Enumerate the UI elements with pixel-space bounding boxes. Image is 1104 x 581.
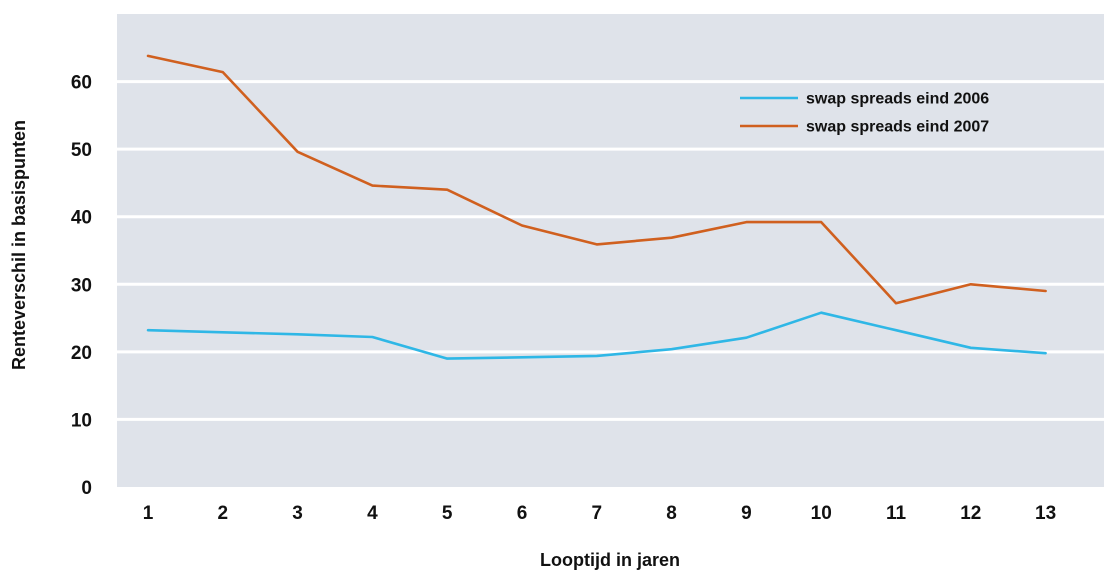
y-tick-label: 50 xyxy=(71,140,92,161)
x-tick-label: 3 xyxy=(292,503,303,524)
x-tick-label: 2 xyxy=(218,503,229,524)
legend-label-2: swap spreads eind 2007 xyxy=(806,119,989,136)
series-line-1 xyxy=(146,311,1047,360)
series-lines xyxy=(146,54,1047,360)
x-tick-label: 6 xyxy=(517,503,528,524)
y-tick-label: 20 xyxy=(71,343,92,364)
x-axis-title: Looptijd in jaren xyxy=(540,550,680,570)
legend-label-1: swap spreads eind 2006 xyxy=(806,91,989,108)
x-tick-label: 4 xyxy=(367,503,378,524)
x-tick-label: 9 xyxy=(741,503,752,524)
x-tick-label: 10 xyxy=(811,503,832,524)
y-axis-title: Renteverschil in basispunten xyxy=(9,120,29,370)
x-tick-label: 8 xyxy=(666,503,677,524)
y-tick-label: 30 xyxy=(71,275,92,296)
y-tick-label: 10 xyxy=(71,410,92,431)
y-tick-label: 0 xyxy=(81,478,92,499)
x-tick-label: 13 xyxy=(1035,503,1056,524)
x-tick-label: 1 xyxy=(143,503,154,524)
plot-background xyxy=(117,14,1104,487)
series-line-2 xyxy=(146,54,1047,305)
x-tick-label: 5 xyxy=(442,503,453,524)
y-tick-label: 60 xyxy=(71,73,92,94)
y-tick-label: 40 xyxy=(71,208,92,229)
legend: swap spreads eind 2006 swap spreads eind … xyxy=(740,91,989,136)
gridlines xyxy=(117,80,1104,421)
x-tick-label: 7 xyxy=(592,503,603,524)
x-tick-label: 12 xyxy=(960,503,981,524)
x-tick-label: 11 xyxy=(886,503,907,524)
